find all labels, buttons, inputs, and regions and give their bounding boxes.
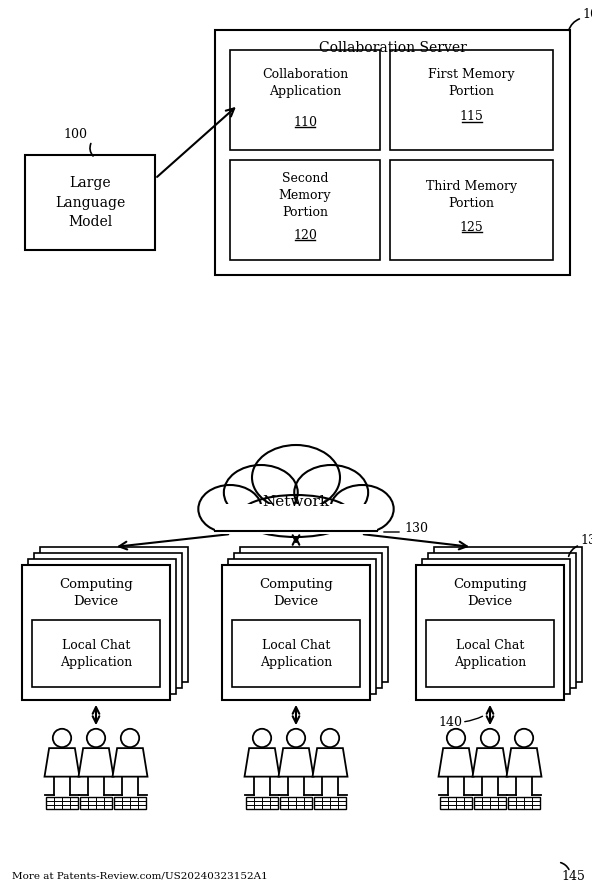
- Text: First Memory
Portion: First Memory Portion: [428, 68, 515, 98]
- Bar: [114, 797, 146, 809]
- Bar: [40, 547, 188, 682]
- Bar: [228, 559, 376, 694]
- Bar: [215, 504, 377, 532]
- Bar: [440, 797, 472, 809]
- Text: Second
Memory
Portion: Second Memory Portion: [279, 171, 332, 218]
- Bar: [230, 50, 380, 150]
- Bar: [34, 553, 182, 688]
- Polygon shape: [79, 748, 114, 777]
- Bar: [222, 565, 370, 700]
- Bar: [32, 620, 160, 687]
- Bar: [230, 160, 380, 260]
- Circle shape: [515, 729, 533, 747]
- Polygon shape: [507, 748, 542, 777]
- Circle shape: [447, 729, 465, 747]
- Bar: [81, 797, 112, 809]
- Polygon shape: [244, 748, 279, 777]
- Polygon shape: [44, 748, 79, 777]
- Polygon shape: [278, 748, 314, 777]
- Text: 100: 100: [63, 129, 87, 141]
- Polygon shape: [439, 748, 474, 777]
- Polygon shape: [313, 748, 348, 777]
- Text: 120: 120: [293, 228, 317, 242]
- Bar: [46, 797, 78, 809]
- Polygon shape: [112, 748, 147, 777]
- Bar: [232, 620, 360, 687]
- Circle shape: [481, 729, 499, 747]
- Ellipse shape: [252, 445, 340, 510]
- Bar: [428, 553, 576, 688]
- Text: 145: 145: [561, 869, 585, 883]
- Bar: [234, 553, 382, 688]
- Ellipse shape: [198, 485, 262, 533]
- Text: Computing
Device: Computing Device: [59, 578, 133, 608]
- Text: 105: 105: [582, 9, 592, 21]
- Text: Local Chat
Application: Local Chat Application: [60, 638, 132, 669]
- Text: Network: Network: [262, 495, 330, 509]
- Bar: [28, 559, 176, 694]
- Text: 110: 110: [293, 115, 317, 129]
- Bar: [426, 620, 554, 687]
- Bar: [314, 797, 346, 809]
- Bar: [509, 797, 540, 809]
- Bar: [422, 559, 570, 694]
- Bar: [390, 160, 553, 260]
- Ellipse shape: [330, 485, 394, 533]
- Bar: [281, 797, 311, 809]
- Polygon shape: [472, 748, 507, 777]
- Circle shape: [253, 729, 271, 747]
- Bar: [215, 30, 570, 275]
- Text: 125: 125: [459, 220, 484, 234]
- Bar: [434, 547, 582, 682]
- Bar: [215, 504, 377, 534]
- Circle shape: [87, 729, 105, 747]
- Text: More at Patents-Review.com/US20240323152A1: More at Patents-Review.com/US20240323152…: [12, 871, 268, 881]
- Bar: [22, 565, 170, 700]
- Ellipse shape: [239, 495, 353, 537]
- Text: Collaboration
Application: Collaboration Application: [262, 68, 348, 98]
- Text: Collaboration Server: Collaboration Server: [318, 41, 466, 55]
- Text: Computing
Device: Computing Device: [453, 578, 527, 608]
- Bar: [25, 155, 155, 250]
- Text: Large
Language
Model: Large Language Model: [55, 176, 125, 229]
- Text: Third Memory
Portion: Third Memory Portion: [426, 180, 517, 210]
- Text: 140: 140: [438, 716, 462, 728]
- Text: Computing
Device: Computing Device: [259, 578, 333, 608]
- Ellipse shape: [294, 465, 368, 520]
- Circle shape: [121, 729, 139, 747]
- Text: 130: 130: [404, 521, 428, 535]
- Bar: [390, 50, 553, 150]
- Bar: [240, 547, 388, 682]
- Ellipse shape: [224, 465, 298, 520]
- Text: Local Chat
Application: Local Chat Application: [260, 638, 332, 669]
- Circle shape: [53, 729, 71, 747]
- Bar: [416, 565, 564, 700]
- Text: 115: 115: [459, 110, 484, 123]
- Bar: [474, 797, 506, 809]
- Text: 135: 135: [580, 534, 592, 546]
- Bar: [246, 797, 278, 809]
- Text: Local Chat
Application: Local Chat Application: [454, 638, 526, 669]
- Circle shape: [287, 729, 305, 747]
- Circle shape: [321, 729, 339, 747]
